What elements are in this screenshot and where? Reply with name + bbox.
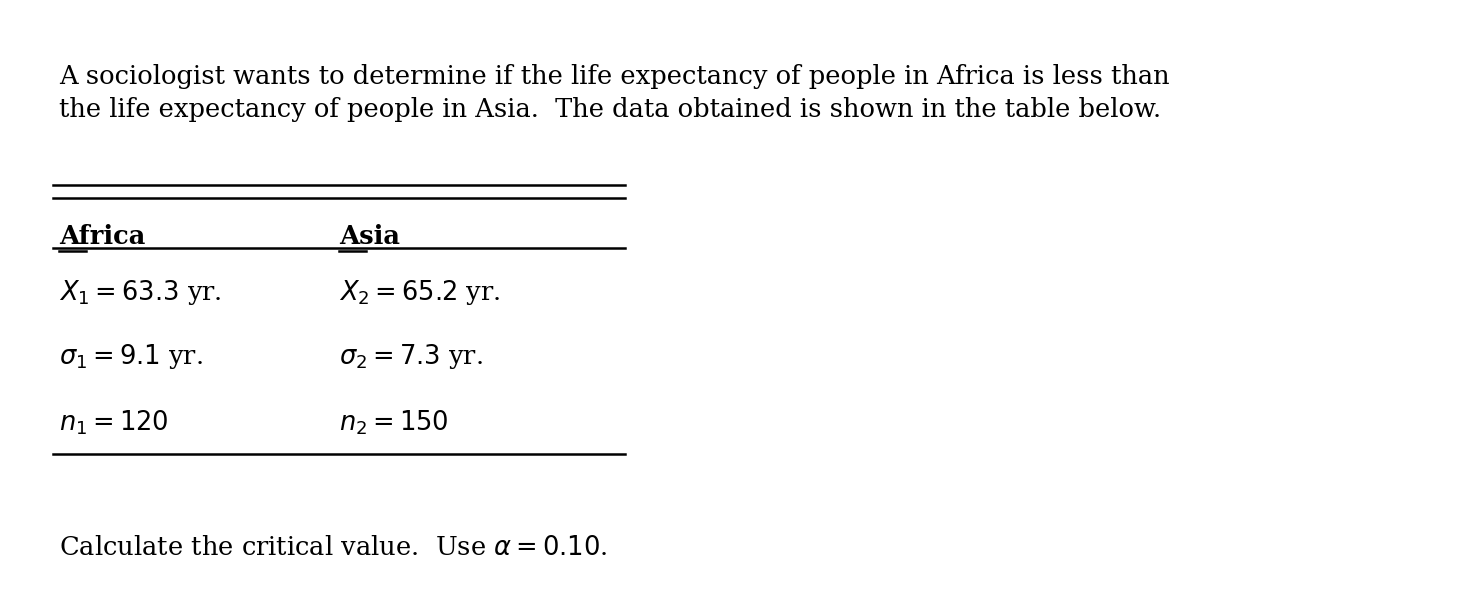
Text: Calculate the critical value.  Use $\alpha = 0.10$.: Calculate the critical value. Use $\alph… [59, 535, 608, 560]
Text: $X_2 = 65.2$ yr.: $X_2 = 65.2$ yr. [339, 278, 500, 307]
Text: $X_1 = 63.3$ yr.: $X_1 = 63.3$ yr. [59, 278, 221, 307]
Text: Africa: Africa [59, 224, 146, 249]
Text: $\sigma_1 = 9.1$ yr.: $\sigma_1 = 9.1$ yr. [59, 342, 204, 371]
Text: $n_1 = 120$: $n_1 = 120$ [59, 408, 168, 437]
Text: A sociologist wants to determine if the life expectancy of people in Africa is l: A sociologist wants to determine if the … [59, 64, 1170, 122]
Text: $\sigma_2 = 7.3$ yr.: $\sigma_2 = 7.3$ yr. [339, 342, 484, 371]
Text: Asia: Asia [339, 224, 400, 249]
Text: $n_2 = 150$: $n_2 = 150$ [339, 408, 448, 437]
